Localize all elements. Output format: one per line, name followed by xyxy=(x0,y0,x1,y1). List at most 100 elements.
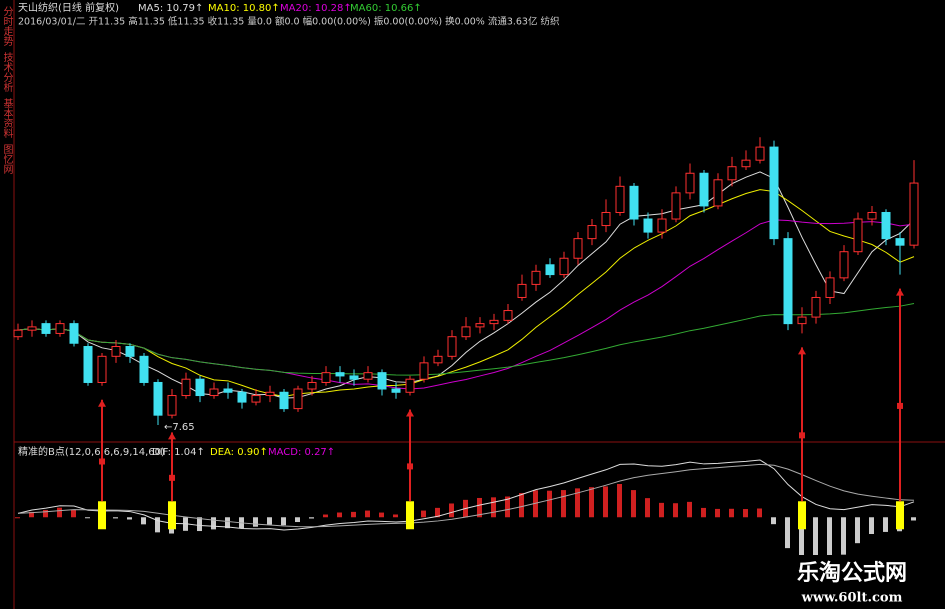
candle-body xyxy=(489,319,499,325)
candle-body xyxy=(167,395,177,416)
macd-bar xyxy=(421,510,426,518)
candle-body xyxy=(377,372,387,390)
candle-body xyxy=(545,264,555,276)
candle-body xyxy=(405,378,415,393)
macd-bar xyxy=(883,517,888,532)
candle-body xyxy=(643,218,653,233)
macd-bar xyxy=(435,507,440,518)
ma-line xyxy=(17,171,915,399)
ma-line xyxy=(17,189,915,398)
signal-dot xyxy=(407,463,413,470)
candle-body xyxy=(97,355,107,383)
signal-arrowhead xyxy=(798,347,806,355)
candle-body xyxy=(769,146,779,240)
watermark-bg xyxy=(762,555,945,609)
macd-bar xyxy=(337,512,342,518)
macd-bar xyxy=(813,517,818,565)
signal-bar xyxy=(896,501,904,530)
macd-bar xyxy=(197,517,202,532)
candle-body xyxy=(125,346,135,357)
macd-bar xyxy=(729,508,734,518)
candle-body xyxy=(251,395,261,403)
macd-bar xyxy=(57,507,62,518)
candle-body xyxy=(195,378,205,397)
candle-body xyxy=(433,355,443,364)
macd-bar xyxy=(85,517,90,519)
signal-bar xyxy=(98,501,106,530)
dea-line xyxy=(17,463,915,528)
macd-bar xyxy=(295,517,300,523)
macd-bar xyxy=(71,509,76,518)
macd-bar xyxy=(659,502,664,518)
candle-body xyxy=(223,388,233,393)
candle-body xyxy=(279,391,289,410)
side-tab: 基本资料 xyxy=(1,97,13,139)
macd-bar xyxy=(687,501,692,518)
ma5-label: MA5: 10.79↑ xyxy=(138,3,203,14)
macd-bar xyxy=(15,517,20,519)
macd-bar xyxy=(841,517,846,555)
macd-bar xyxy=(715,508,720,518)
signal-bar xyxy=(798,501,806,530)
candle-body xyxy=(27,326,37,331)
candle-body xyxy=(741,159,751,168)
macd-bar xyxy=(379,512,384,518)
candle-body xyxy=(573,238,583,259)
candle-body xyxy=(419,362,429,380)
candle-body xyxy=(391,388,401,393)
candle-body xyxy=(867,211,877,220)
macd-bar xyxy=(855,517,860,544)
macd-bar xyxy=(645,498,650,518)
signal-dot xyxy=(799,432,805,439)
macd-bar xyxy=(127,517,132,520)
candle-body xyxy=(881,211,891,240)
watermark-name: 乐淘公式网 xyxy=(797,560,907,586)
candle-body xyxy=(629,185,639,220)
macd-bar xyxy=(519,493,524,518)
signal-dot xyxy=(99,458,105,465)
macd-bar xyxy=(281,517,286,526)
candle-body xyxy=(503,310,513,321)
candle-body xyxy=(657,218,667,233)
side-tab: 技术分析 xyxy=(1,51,13,93)
candle-body xyxy=(461,326,471,338)
candle-body xyxy=(307,381,317,390)
low-price-label: ←7.65 xyxy=(164,422,195,433)
candle-body xyxy=(531,270,541,285)
signal-bar xyxy=(406,501,414,530)
macd-bar xyxy=(155,517,160,533)
candle-body xyxy=(13,329,23,338)
dea-label: DEA: 0.90↑ xyxy=(210,447,268,458)
macd-bar xyxy=(869,517,874,535)
candle-body xyxy=(139,355,149,383)
macd-bar xyxy=(911,517,916,521)
macd-bar xyxy=(771,517,776,525)
candle-body xyxy=(153,381,163,416)
watermark-url: www.60lt.com xyxy=(801,591,903,606)
macd-bar xyxy=(309,517,314,519)
candle-body xyxy=(55,323,65,334)
candle-body xyxy=(601,211,611,227)
macd-bar xyxy=(589,487,594,518)
candle-body xyxy=(909,182,919,246)
candle-body xyxy=(895,238,905,246)
signal-arrowhead xyxy=(98,399,106,407)
candle-body xyxy=(853,218,863,253)
macd-bar xyxy=(561,490,566,518)
candle-body xyxy=(349,375,359,380)
signal-arrowhead xyxy=(168,432,176,440)
macd-bar xyxy=(491,497,496,518)
candle-body xyxy=(825,277,835,298)
macd-bar xyxy=(43,509,48,518)
candle-body xyxy=(181,378,191,397)
candle-body xyxy=(811,296,821,318)
indicator-title: 精准的B点(12,0,6,6,6,9,14,60) xyxy=(18,445,165,458)
macd-bar xyxy=(393,514,398,518)
macd-bar xyxy=(757,508,762,518)
candle-body xyxy=(83,346,93,383)
candle-body xyxy=(797,316,807,325)
signal-dot xyxy=(897,402,903,409)
macd-bar xyxy=(449,503,454,518)
macd-bar xyxy=(603,486,608,518)
